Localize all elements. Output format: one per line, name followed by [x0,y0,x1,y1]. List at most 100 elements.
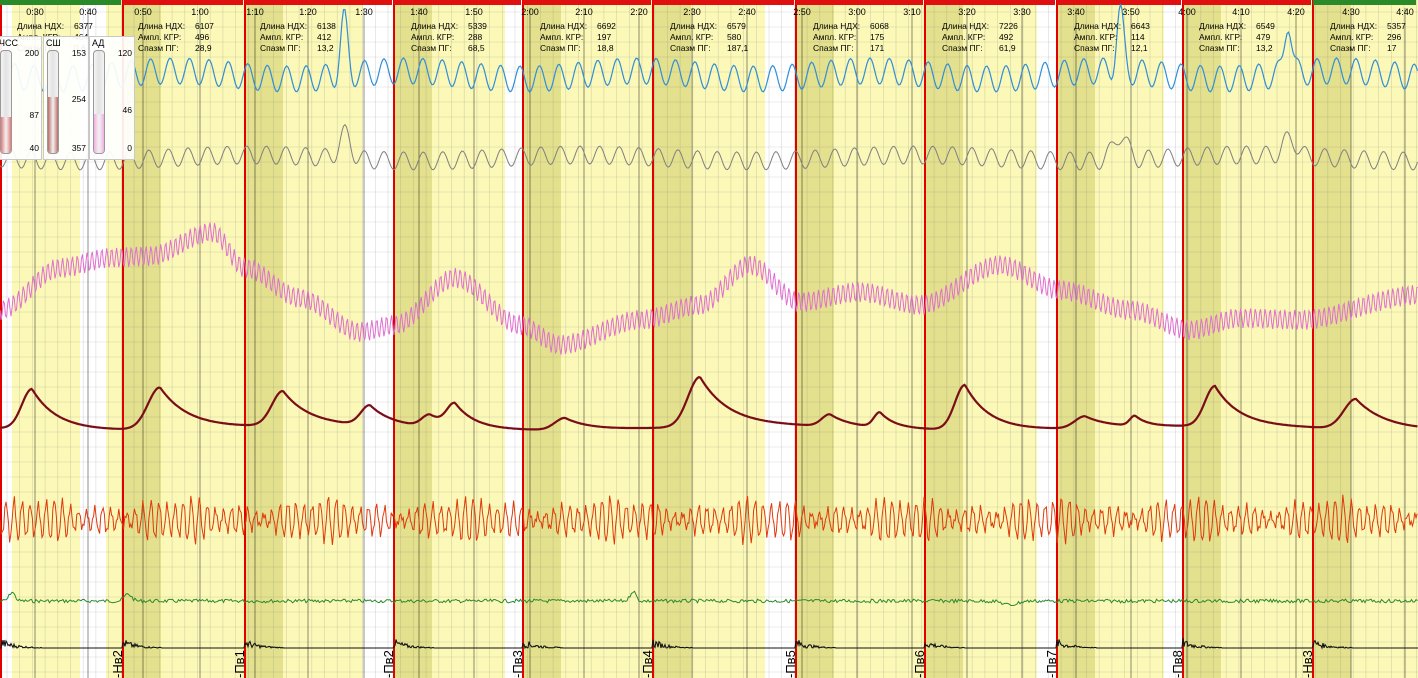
param-name-ndx: Длина НДХ: [138,21,185,31]
tremor-trace [0,590,1418,606]
gauge-current-value: 87 [29,110,39,120]
blood-pressure-trace [0,222,1418,355]
param-name-pg: Спазм ПГ: [411,43,452,53]
gauge-heart-rate: ЧСС 200 87 40 [0,36,42,160]
time-label: 1:40 [410,7,428,17]
status-bar-red [394,0,521,5]
param-value-kgr: 412 [317,32,331,42]
pause-zone [0,0,12,678]
param-value-ndx: 6692 [597,21,616,31]
param-name-kgr: Ампл. КГР: [1074,32,1117,42]
param-box: Длина НДХ: 6107 Ампл. КГР: 496 Спазм ПГ: 28,9 [138,21,214,53]
time-label: 2:00 [521,7,539,17]
time-label: 2:50 [793,7,811,17]
param-value-pg: 171 [870,43,884,53]
param-name-kgr: Ампл. КГР: [670,32,713,42]
param-value-pg: 13,2 [1256,43,1273,53]
param-name-pg: Спазм ПГ: [1199,43,1240,53]
status-bar-red [796,0,923,5]
time-label: 3:20 [958,7,976,17]
gauge-tube [0,50,12,154]
param-name-ndx: Длина НДХ: [813,21,860,31]
param-value-ndx: 6549 [1256,21,1275,31]
pause-zone [363,0,394,678]
param-name-ndx: Длина НДХ: [1199,21,1246,31]
time-label: 3:00 [848,7,866,17]
param-value-ndx: 6107 [195,21,214,31]
time-axis-labels: 0:30 0:40 0:50 1:00 1:10 1:20 1:30 1:40 1:50 2:00… [26,7,1414,17]
breathing-trace-upper [0,3,1418,93]
gauge-fill [94,114,104,153]
param-value-pg: 28,9 [195,43,212,53]
param-name-kgr: Ампл. КГР: [1199,32,1242,42]
time-label: 3:40 [1067,7,1085,17]
latency-zone [1313,0,1351,678]
time-label: 2:20 [630,7,648,17]
param-name-kgr: Ампл. КГР: [1330,32,1373,42]
param-value-ndx: 7226 [999,21,1018,31]
activity-trace [0,638,1418,650]
time-label: 2:10 [575,7,593,17]
question-marker: -Пв3 [510,650,525,678]
question-marker: -Нв3 [1300,650,1315,678]
param-name-ndx: Длина НДХ: [1330,21,1377,31]
gauge-name: АД [92,38,105,48]
gauge-name: ЧСС [0,38,18,48]
param-name-kgr: Ампл. КГР: [540,32,583,42]
param-name-ndx: Длина НДХ: [670,21,717,31]
status-bar-green [1313,0,1416,5]
time-label: 3:50 [1122,7,1140,17]
param-value-pg: 17 [1387,43,1397,53]
gauge-fill [1,117,11,153]
param-value-pg: 18,8 [597,43,614,53]
param-name-ndx: Длина НДХ: [1074,21,1121,31]
skin-response-trace [0,375,1418,431]
gauge-skin-response: СШ 153 254 357 [43,36,89,160]
breathing-trace-lower [0,123,1418,171]
param-name-ndx: Длина НДХ: [260,21,307,31]
param-name-kgr: Ампл. КГР: [260,32,303,42]
status-bar-red [123,0,243,5]
question-markers: -Нв2 -Пв1 -Пв2 -Пв3 -Пв4 -Пв5 -Пв6 -Пв7 -Пв8 -Нв3 [110,650,1315,678]
gauge-fill [48,96,58,153]
latency-zone [925,0,963,678]
time-label: 1:30 [355,7,373,17]
param-box: Длина НДХ: 6068 Ампл. КГР: 175 Спазм ПГ: 171 [813,21,889,53]
param-name-pg: Спазм ПГ: [1330,43,1371,53]
param-name-pg: Спазм ПГ: [942,43,983,53]
gauge-tube [47,50,59,154]
time-label: 4:20 [1287,7,1305,17]
status-bar-red [523,0,651,5]
param-name-kgr: Ампл. КГР: [411,32,454,42]
gauge-min-value: 0 [127,143,132,153]
time-label: 4:30 [1342,7,1360,17]
param-value-ndx: 5357 [1387,21,1406,31]
param-value-pg: 187,1 [727,43,749,53]
gauge-name: СШ [46,38,61,48]
param-value-ndx: 5339 [468,21,487,31]
latency-zone [653,0,691,678]
time-label: 1:10 [246,7,264,17]
param-box: Длина НДХ: 6579 Ампл. КГР: 580 Спазм ПГ: 187,… [670,21,749,53]
gauge-current-value: 46 [122,105,132,115]
param-name-kgr: Ампл. КГР: [813,32,856,42]
param-box: Длина НДХ: 6549 Ампл. КГР: 479 Спазм ПГ: 13,2 [1199,21,1275,53]
param-box: Длина НДХ: 6138 Ампл. КГР: 412 Спазм ПГ: 13,2 [260,21,336,53]
question-marker: -Пв8 [1170,650,1185,678]
param-name-ndx: Длина НДХ: [411,21,458,31]
gauge-current-value: 254 [71,94,86,104]
param-value-kgr: 296 [1387,32,1401,42]
param-name-pg: Спазм ПГ: [138,43,179,53]
time-label: 1:00 [191,7,209,17]
param-name-pg: Спазм ПГ: [1074,43,1115,53]
question-marker: -Пв2 [381,650,396,678]
time-label: 4:40 [1396,7,1414,17]
gauge-min-value: 357 [71,143,86,153]
param-value-kgr: 580 [727,32,741,42]
pause-zone [505,0,523,678]
status-bar-red [245,0,392,5]
latency-zone [394,0,432,678]
param-value-kgr: 175 [870,32,884,42]
